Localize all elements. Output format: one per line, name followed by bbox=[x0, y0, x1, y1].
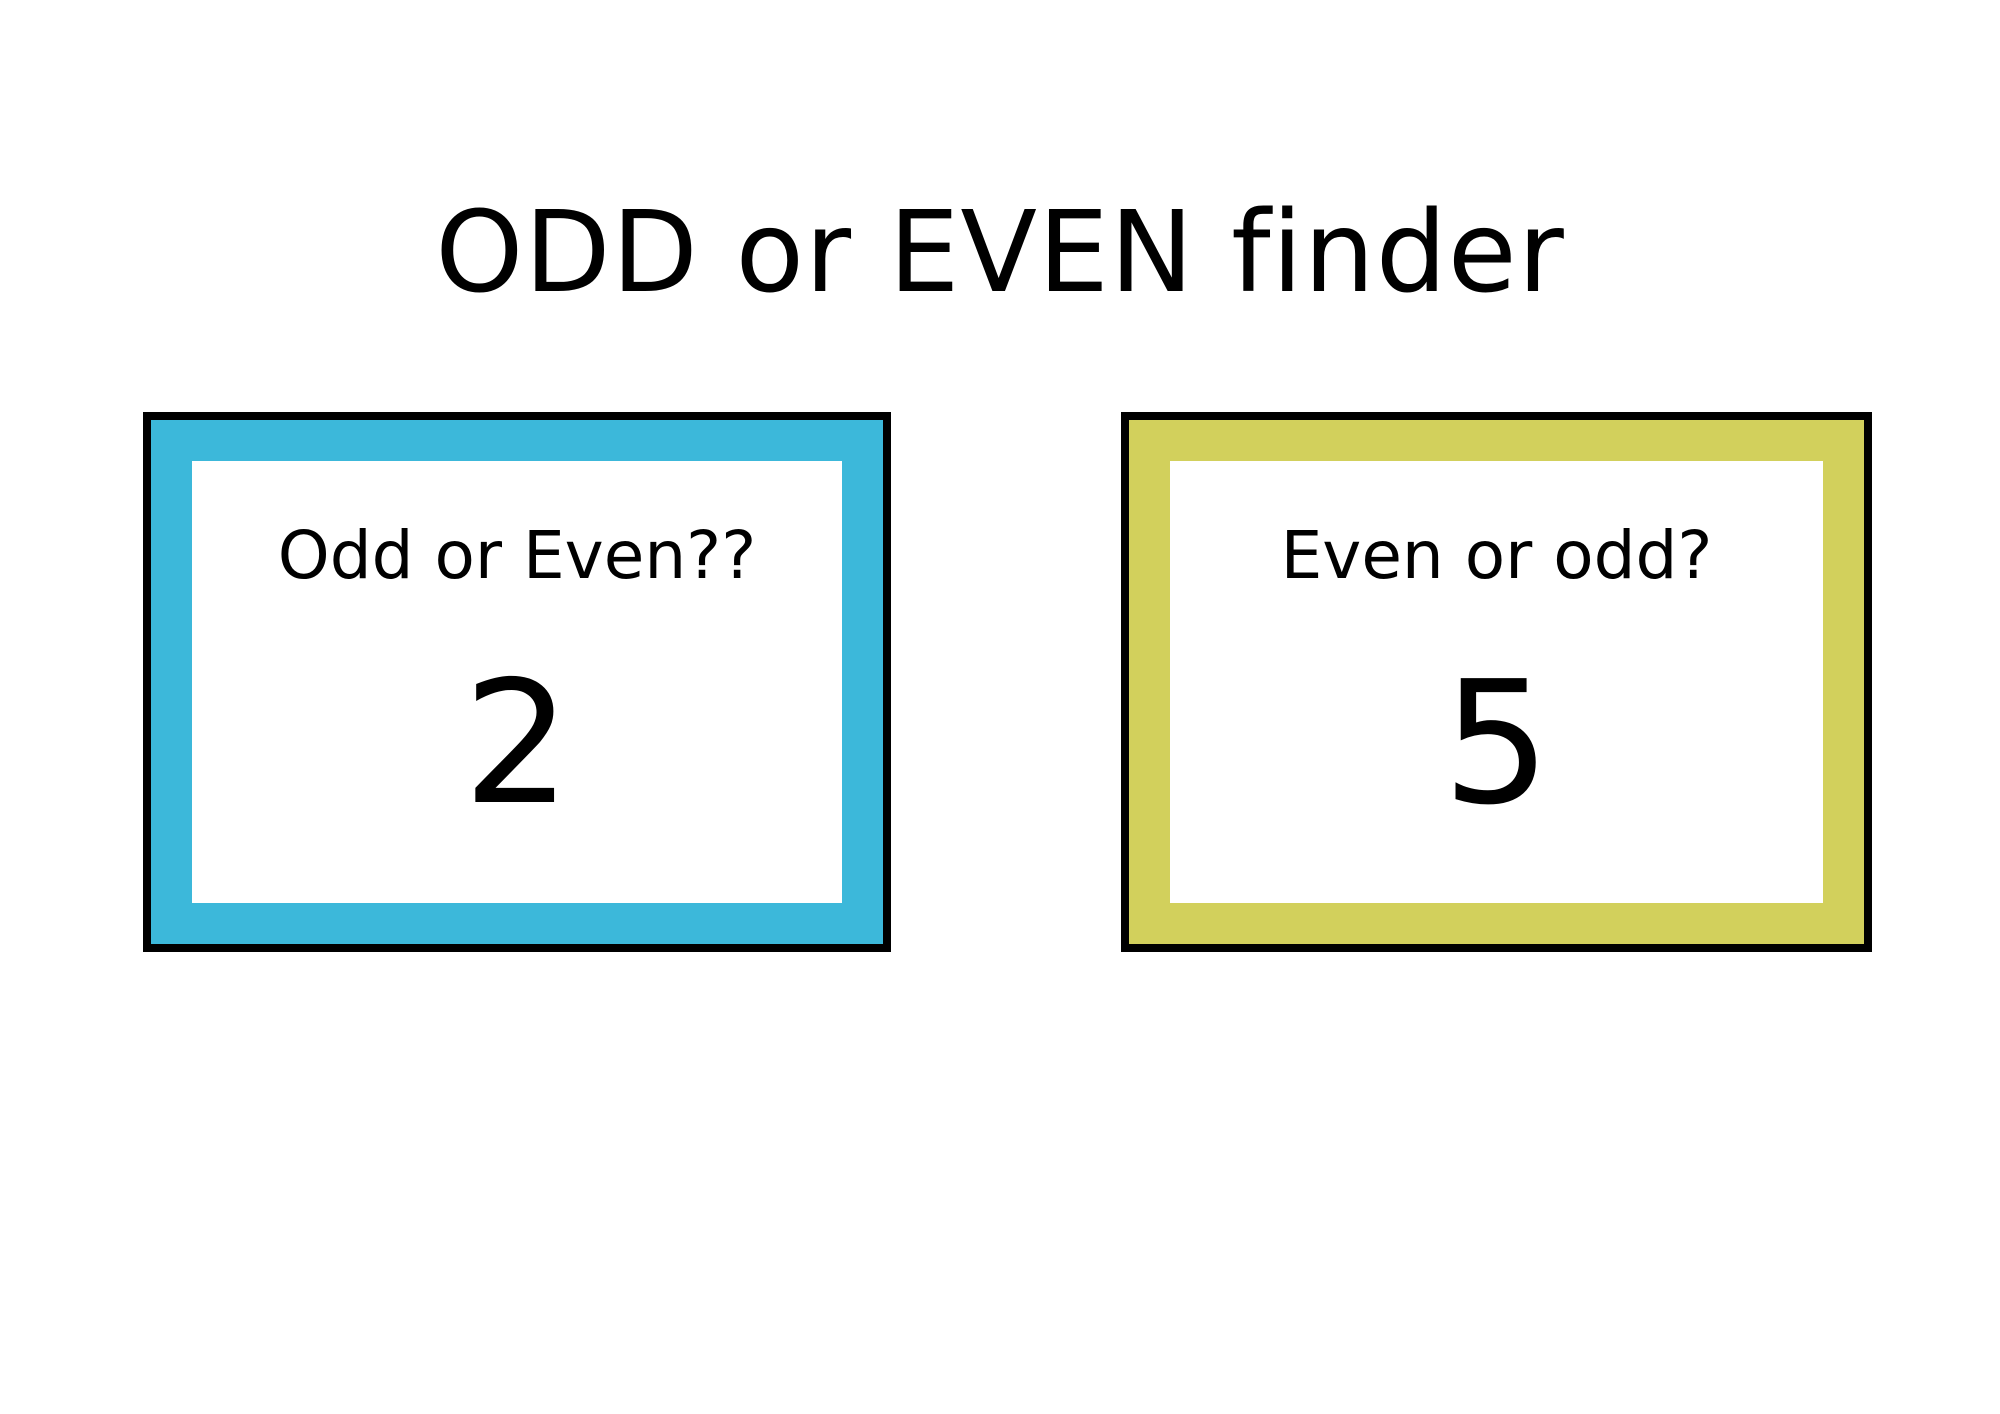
card-question: Even or odd? bbox=[1280, 517, 1713, 594]
card-number: 5 bbox=[1442, 645, 1551, 843]
odd-even-card-right: Even or odd? 5 bbox=[1121, 412, 1872, 952]
page-title: ODD or EVEN finder bbox=[435, 188, 1565, 318]
card-inner-panel: Even or odd? 5 bbox=[1170, 461, 1823, 903]
card-question: Odd or Even?? bbox=[277, 517, 757, 594]
odd-even-card-left: Odd or Even?? 2 bbox=[143, 412, 891, 952]
card-number: 2 bbox=[462, 645, 572, 843]
card-inner-panel: Odd or Even?? 2 bbox=[192, 461, 842, 903]
